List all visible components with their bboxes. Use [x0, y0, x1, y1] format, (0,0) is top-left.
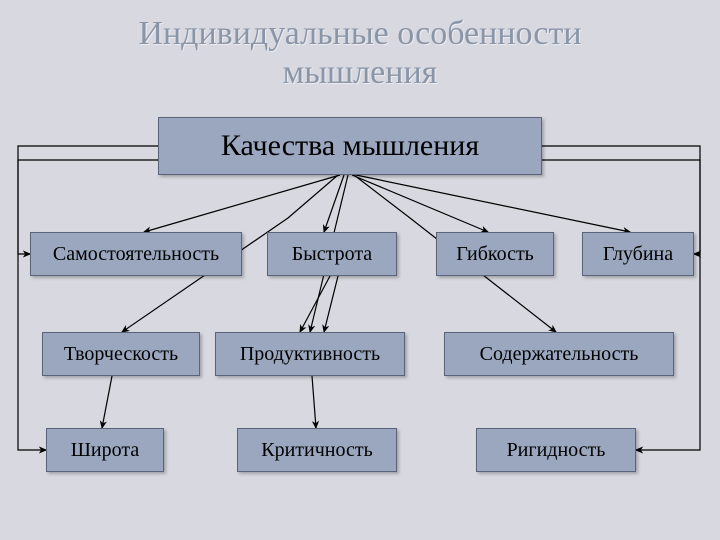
node-n1: Самостоятельность — [30, 232, 242, 276]
title-line2: мышления — [283, 54, 438, 91]
node-n8: Широта — [46, 428, 164, 472]
arrow-4 — [352, 175, 488, 232]
node-n10: Ригидность — [476, 428, 636, 472]
page-title: Индивидуальные особенности мышления — [0, 0, 720, 92]
arrow-11 — [312, 376, 316, 428]
node-root: Качества мышления — [158, 117, 542, 175]
arrow-10 — [542, 160, 700, 450]
node-n7: Содержательность — [444, 332, 674, 376]
arrow-14 — [324, 276, 338, 332]
arrow-5 — [356, 175, 630, 232]
node-n3: Гибкость — [436, 232, 554, 276]
arrow-13 — [300, 276, 330, 332]
node-n4: Глубина — [582, 232, 694, 276]
node-n2: Быстрота — [267, 232, 397, 276]
title-line1: Индивидуальные особенности — [138, 15, 581, 52]
arrow-12 — [102, 376, 112, 428]
node-n6: Продуктивность — [215, 332, 405, 376]
node-n5: Творческость — [42, 332, 200, 376]
node-n9: Критичность — [237, 428, 397, 472]
arrow-9 — [18, 160, 158, 450]
arrow-3 — [324, 175, 344, 232]
arrow-2 — [144, 175, 340, 232]
